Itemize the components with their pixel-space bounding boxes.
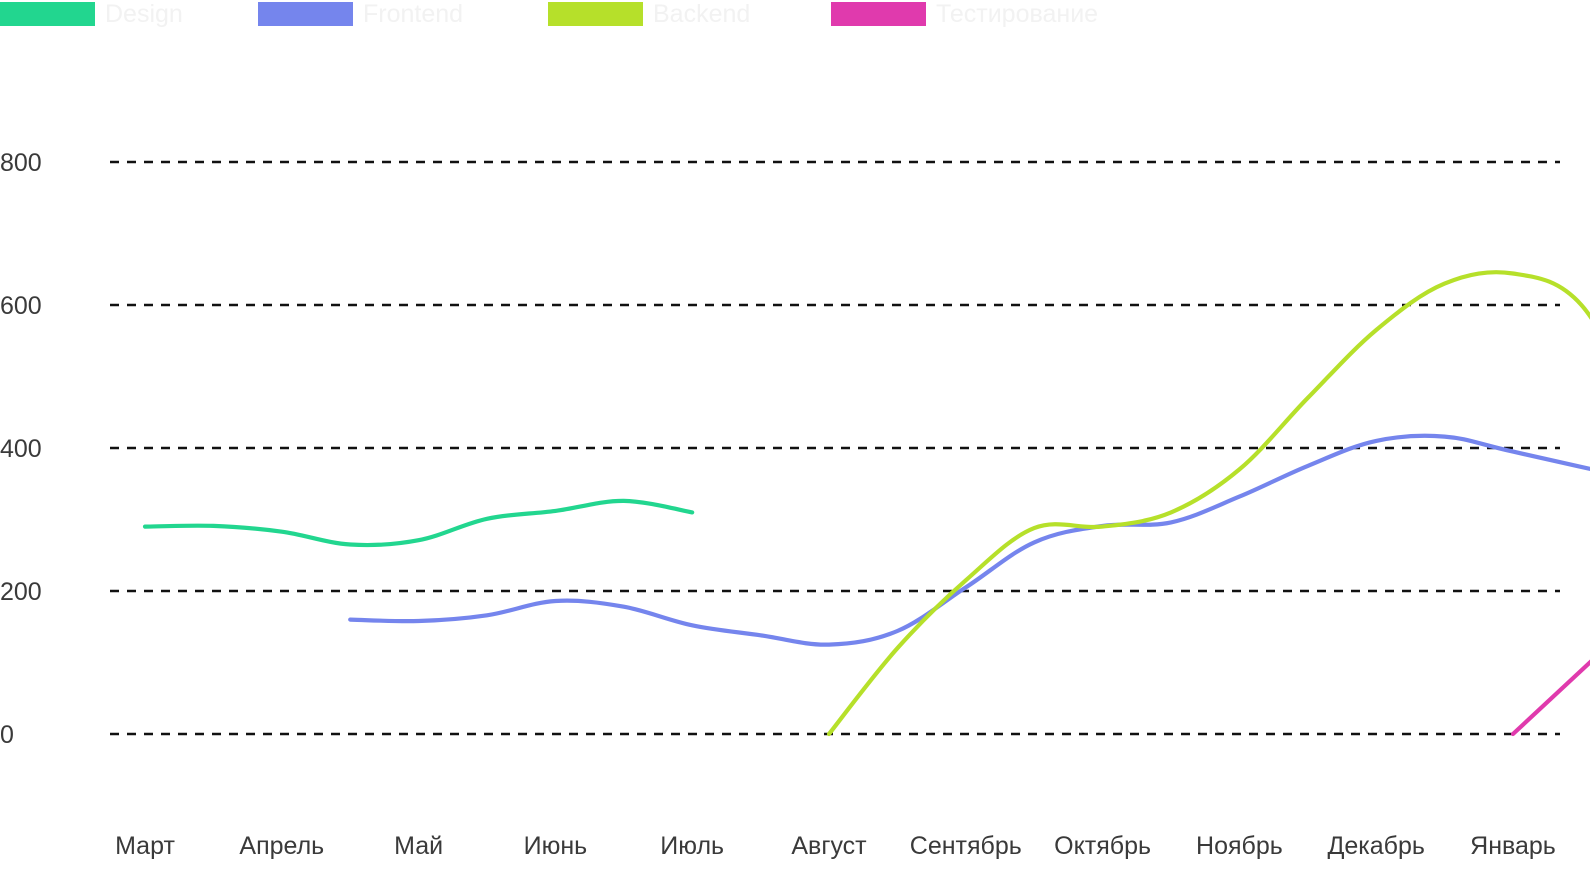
legend-item-frontend: Frontend [258, 0, 463, 28]
x-tick-label: Август [791, 832, 867, 860]
legend-label: Frontend [363, 0, 463, 28]
series-line-frontend [348, 433, 1590, 647]
series-line-design [142, 498, 695, 548]
y-tick-label: 200 [0, 578, 42, 606]
x-tick-label: Сентябрь [910, 832, 1022, 860]
legend-swatch [258, 2, 353, 26]
x-tick-label: Апрель [239, 832, 324, 860]
y-tick-label: 800 [0, 149, 42, 177]
x-tick-label: Июнь [524, 832, 588, 860]
x-tick-label: Май [394, 832, 443, 860]
series-line-тестирование [1510, 659, 1590, 737]
legend-label: Тестирование [936, 0, 1098, 28]
legend-swatch [548, 2, 643, 26]
x-tick-label: Декабрь [1327, 832, 1424, 860]
legend-item-design: Design [0, 0, 183, 28]
x-tick-label: Март [115, 832, 175, 860]
y-axis: 0 200 400 600 800 [0, 149, 42, 749]
legend-label: Backend [653, 0, 750, 28]
x-tick-label: Октябрь [1054, 832, 1151, 860]
series-line-backend [826, 270, 1590, 737]
x-tick-label: Ноябрь [1196, 832, 1283, 860]
series-group [142, 270, 1590, 737]
y-tick-label: 600 [0, 292, 42, 320]
y-tick-label: 400 [0, 435, 42, 463]
legend-swatch [0, 2, 95, 26]
x-tick-label: Январь [1470, 832, 1556, 860]
grid [110, 160, 1560, 736]
x-axis: Март Апрель Май Июнь Июль Август Сентябрь Октяб… [115, 832, 1556, 860]
x-tick-label: Июль [660, 832, 724, 860]
legend-item-backend: Backend [548, 0, 750, 28]
legend-item-тестирование: Тестирование [831, 0, 1098, 28]
y-tick-label: 0 [0, 721, 14, 749]
legend-swatch [831, 2, 926, 26]
legend-label: Design [105, 0, 183, 28]
legend: Design Frontend Backend Тестирование [0, 0, 1098, 28]
